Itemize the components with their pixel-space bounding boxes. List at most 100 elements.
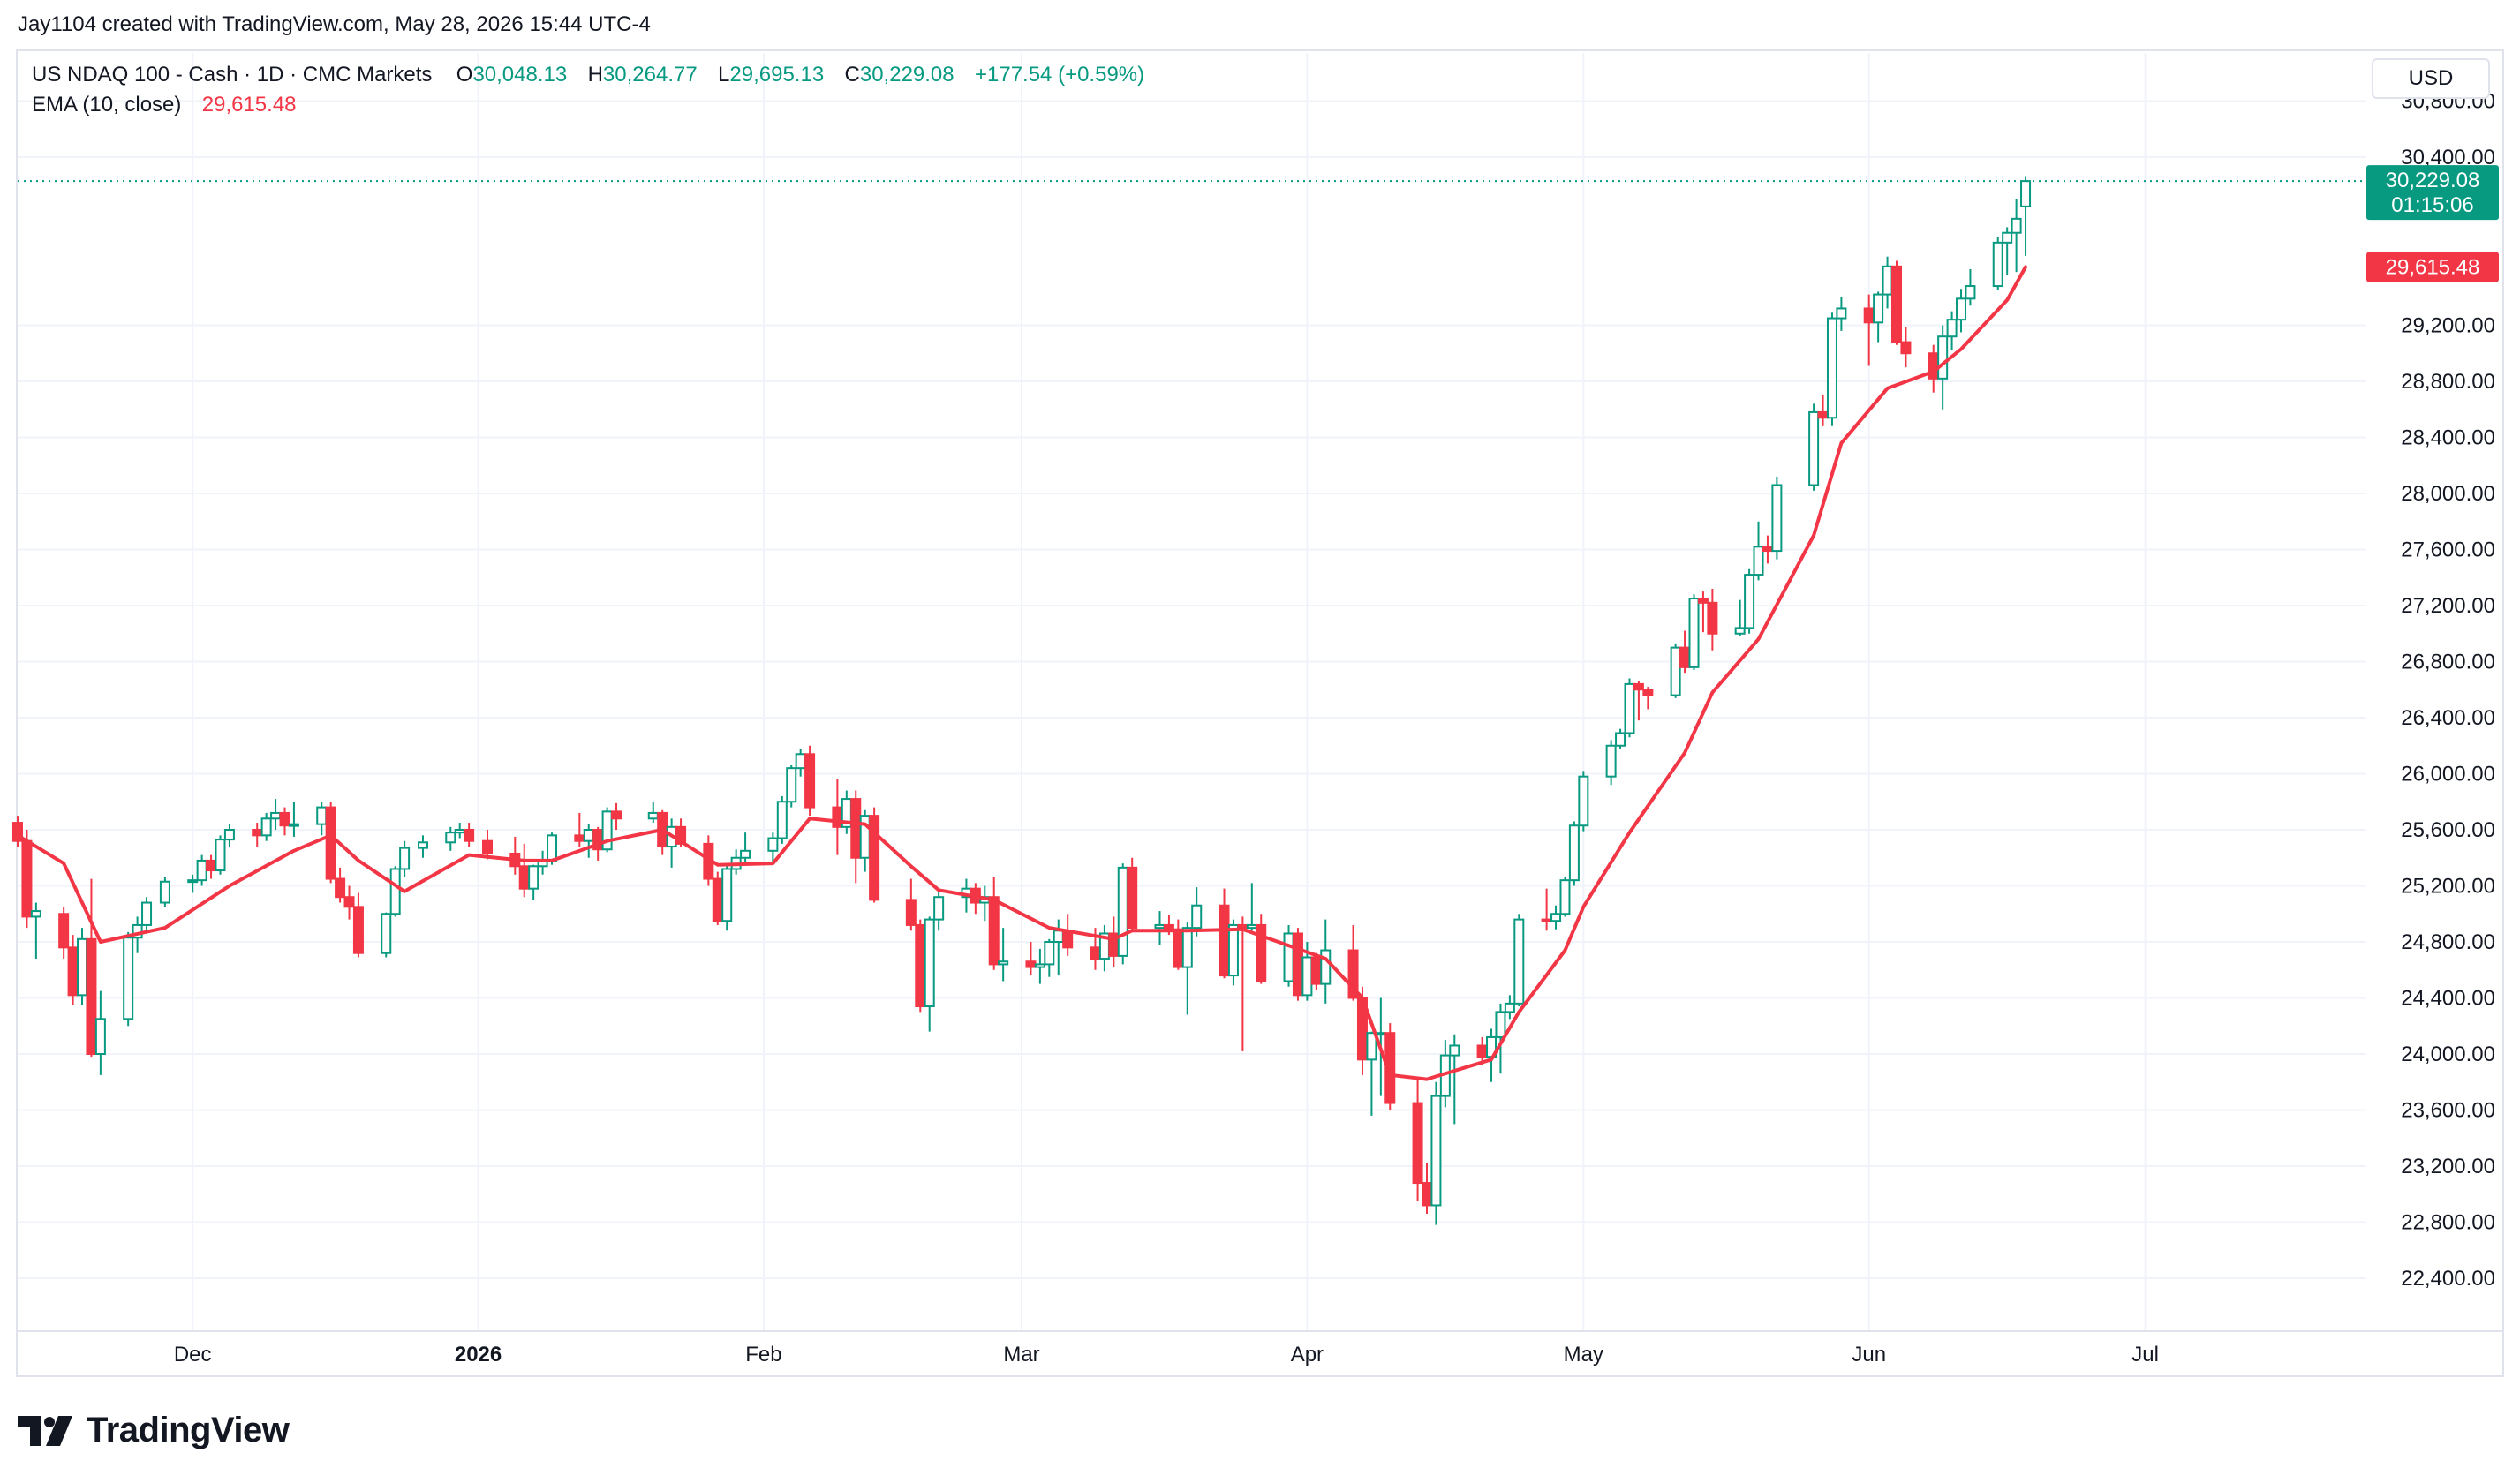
candle-down bbox=[1310, 952, 1322, 990]
candle-body bbox=[1412, 1102, 1423, 1185]
candle-up bbox=[795, 748, 806, 777]
x-axis-tick-label: Jul bbox=[2131, 1343, 2159, 1366]
candle-up bbox=[445, 826, 456, 851]
candle-body bbox=[601, 810, 613, 851]
candle-up bbox=[1154, 911, 1166, 945]
high-value: 30,264.77 bbox=[602, 63, 698, 87]
y-axis-tick-label: 23,600.00 bbox=[2401, 1099, 2495, 1123]
candle-body bbox=[1688, 598, 1700, 668]
high-label: H bbox=[587, 63, 603, 87]
candle-body bbox=[1891, 265, 1902, 343]
candle-body bbox=[1283, 932, 1294, 982]
candle-down bbox=[509, 836, 521, 875]
candle-down bbox=[518, 843, 530, 898]
candle-body bbox=[712, 877, 723, 922]
candle-up bbox=[1946, 311, 1958, 351]
candle-body bbox=[1956, 297, 1967, 321]
tradingview-brand[interactable]: TradingView bbox=[18, 1411, 290, 1450]
candle-body bbox=[1256, 923, 1267, 982]
candle-down bbox=[279, 807, 290, 836]
y-axis-tick-label: 26,800.00 bbox=[2401, 651, 2495, 674]
ohlc-legend-row: US NDAQ 100 - Cash · 1D · CMC Markets O3… bbox=[32, 60, 1144, 90]
candle-up bbox=[1430, 1081, 1442, 1225]
candle-down bbox=[352, 892, 364, 958]
y-axis-tick-label: 25,600.00 bbox=[2401, 818, 2495, 842]
y-axis-tick-label: 22,400.00 bbox=[2401, 1267, 2495, 1291]
candle-down bbox=[252, 823, 263, 847]
candle-up bbox=[1181, 922, 1193, 1015]
candle-body bbox=[1227, 923, 1239, 977]
candle-body bbox=[647, 811, 659, 820]
candle-down bbox=[869, 807, 880, 903]
candle-body bbox=[12, 822, 23, 842]
candle-down bbox=[1173, 919, 1184, 970]
y-axis-tick-label: 27,600.00 bbox=[2401, 538, 2495, 562]
candle-body bbox=[187, 879, 199, 884]
candle-up bbox=[1670, 643, 1681, 698]
currency-selector[interactable]: USD bbox=[2372, 58, 2490, 99]
candle-body bbox=[86, 937, 97, 1055]
candle-body bbox=[1559, 879, 1571, 915]
low-value: 29,695.13 bbox=[729, 63, 825, 87]
candle-up bbox=[776, 795, 788, 844]
candle-down bbox=[343, 885, 355, 920]
last-price-tag-countdown: 01:15:06 bbox=[2391, 193, 2473, 217]
candle-body bbox=[795, 753, 806, 770]
candle-body bbox=[2002, 231, 2013, 244]
candle-body bbox=[1817, 410, 1829, 419]
ema-line bbox=[16, 265, 2027, 1081]
candle-body bbox=[316, 806, 328, 825]
symbol-title[interactable]: US NDAQ 100 - Cash · 1D · CMC Markets bbox=[32, 63, 433, 87]
candle-down bbox=[1642, 687, 1654, 710]
y-axis-tick-label: 29,200.00 bbox=[2401, 314, 2495, 338]
candle-body bbox=[1422, 1182, 1432, 1207]
candle-up bbox=[123, 931, 134, 1027]
ema-indicator-label[interactable]: EMA (10, close) bbox=[32, 93, 182, 117]
candle-down bbox=[86, 878, 97, 1058]
candle-body bbox=[1937, 335, 1949, 380]
candle-up bbox=[1246, 883, 1257, 931]
candle-body bbox=[445, 832, 456, 844]
candle-body bbox=[1173, 928, 1184, 968]
candle-up bbox=[1753, 521, 1764, 581]
candle-down bbox=[1237, 916, 1249, 1051]
candle-body bbox=[1495, 1011, 1506, 1038]
candle-up bbox=[1320, 919, 1332, 1004]
candle-up bbox=[666, 818, 677, 868]
candle-body bbox=[988, 896, 1000, 966]
candle-body bbox=[1762, 546, 1773, 553]
y-axis-tick-label: 26,400.00 bbox=[2401, 706, 2495, 730]
candle-body bbox=[1044, 941, 1055, 966]
candle-up bbox=[841, 790, 852, 834]
candle-up bbox=[1826, 312, 1837, 426]
candle-up bbox=[2011, 199, 2022, 273]
candle-body bbox=[1127, 866, 1138, 930]
candle-up bbox=[979, 885, 991, 922]
x-axis: Dec 2026 Feb Mar Apr May Jun Jul bbox=[18, 1330, 2502, 1366]
candle-up bbox=[2002, 227, 2013, 275]
candle-body bbox=[260, 817, 272, 837]
candle-down bbox=[611, 802, 622, 830]
candle-body bbox=[528, 865, 539, 890]
candle-body bbox=[1624, 682, 1635, 734]
candle-down bbox=[1863, 294, 1875, 366]
candle-down bbox=[1679, 630, 1691, 674]
candle-body bbox=[454, 829, 465, 834]
candle-body bbox=[1320, 949, 1332, 985]
candle-body bbox=[352, 906, 364, 954]
candle-up bbox=[859, 809, 871, 872]
x-axis-tick-label: Jun bbox=[1852, 1343, 1886, 1366]
last-price-tag-value: 30,229.08 bbox=[2386, 169, 2480, 192]
candle-body bbox=[30, 910, 41, 918]
candle-body bbox=[869, 815, 880, 901]
chart-frame[interactable] bbox=[16, 49, 2504, 1377]
candle-body bbox=[1863, 307, 1875, 324]
candle-body bbox=[675, 825, 687, 845]
low-label: L bbox=[718, 63, 730, 87]
candle-up bbox=[1744, 568, 1755, 634]
candle-up bbox=[740, 832, 751, 865]
candle-body bbox=[417, 841, 428, 849]
grid-lines bbox=[18, 53, 2366, 1331]
candle-up bbox=[528, 864, 539, 900]
